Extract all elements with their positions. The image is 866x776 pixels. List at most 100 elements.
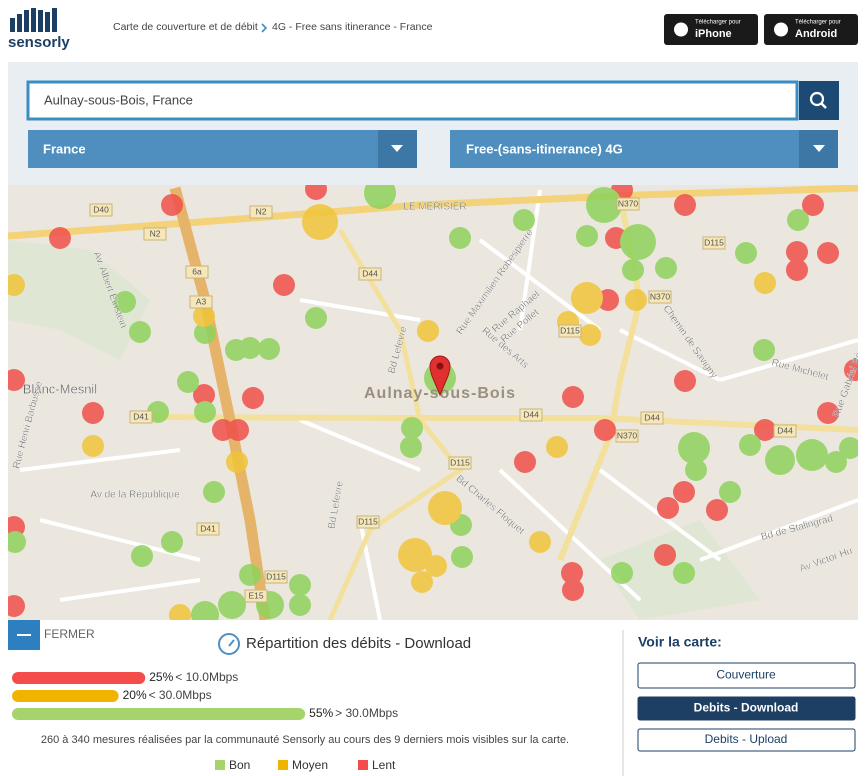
bar-value: 20% [123, 688, 147, 702]
measure-dot [546, 436, 568, 458]
road-number: D44 [777, 425, 793, 435]
search-icon [809, 91, 825, 107]
search-icon [820, 102, 827, 109]
road-number: D44 [644, 412, 660, 422]
measure-dot [735, 242, 757, 264]
road-shield [616, 197, 640, 211]
road [8, 185, 858, 240]
measure-dot [82, 402, 104, 424]
measure-dot [305, 307, 327, 329]
measure-dot [82, 435, 104, 457]
breadcrumb-sep [261, 23, 268, 33]
measure-dot [218, 591, 246, 619]
measure-dot [654, 544, 676, 566]
measure-dot [239, 337, 261, 359]
road-shield [356, 515, 380, 529]
measure-dot [719, 481, 741, 503]
measure-dot [258, 338, 280, 360]
road-shield [648, 290, 672, 304]
logo-bar [52, 8, 57, 32]
breadcrumb: 4G - Free sans itinerance - France [272, 21, 433, 33]
measure-dot [451, 546, 473, 568]
view-button-label[interactable]: Debits - Upload [705, 732, 788, 746]
view-button[interactable] [637, 696, 856, 721]
app-button[interactable] [664, 14, 758, 45]
measure-dot [193, 384, 215, 406]
road-number: N2 [150, 228, 161, 238]
measure-dot [796, 439, 828, 471]
measure-dot [131, 545, 153, 567]
measure-dot [8, 531, 26, 553]
measure-dot [579, 324, 601, 346]
map-label: LE MERISIER [403, 202, 466, 213]
view-button-label[interactable]: Debits - Download [694, 701, 799, 715]
network-select[interactable] [450, 130, 838, 168]
app-button[interactable] [764, 14, 858, 45]
measure-dot [177, 371, 199, 393]
app-icon [774, 22, 788, 37]
road-shield [773, 424, 797, 438]
measure-dot [754, 272, 776, 294]
measure-dot [289, 594, 311, 616]
app-label: iPhone [695, 28, 732, 40]
measure-dot [289, 574, 311, 596]
arrow-icon [813, 145, 825, 152]
road-number: D41 [200, 523, 216, 533]
measure-dot [161, 194, 183, 216]
measure-dot [194, 322, 216, 344]
search-input[interactable] [26, 80, 799, 121]
road-number: D41 [133, 411, 149, 421]
measure-dot [611, 562, 633, 584]
road-number: D115 [704, 237, 724, 247]
logo-bar [17, 14, 22, 32]
measure-dot [594, 419, 616, 441]
measure-dot [193, 305, 215, 327]
road-shield [702, 236, 726, 250]
measure-dot [194, 401, 216, 423]
logo-bar [10, 18, 15, 32]
country-select[interactable] [28, 130, 417, 168]
highway [169, 186, 271, 620]
search-button[interactable] [799, 81, 839, 120]
view-button-label[interactable]: Couverture [716, 668, 776, 682]
measure-dot [586, 187, 622, 223]
measure-dot [622, 259, 644, 281]
measure-dot [398, 538, 432, 572]
measure-dot [203, 481, 225, 503]
road-shield [143, 227, 167, 241]
legend-swatch [278, 760, 288, 770]
measure-dot [401, 417, 423, 439]
measure-dot [305, 185, 327, 200]
measure-dot [673, 481, 695, 503]
view-button[interactable] [637, 728, 856, 752]
road-shield [249, 205, 273, 219]
logo-bar [45, 12, 50, 32]
note: 260 à 340 mesures réalisées par la commu… [41, 734, 569, 746]
road-shield [244, 589, 268, 603]
app-label: Android [795, 28, 837, 40]
close-label[interactable]: FERMER [44, 627, 95, 641]
measure-dot [428, 491, 462, 525]
view-button[interactable] [637, 662, 856, 689]
network-text: Free-(sans-itinerance) 4G [466, 141, 623, 156]
measure-dot [754, 419, 776, 441]
measure-dot [786, 241, 808, 263]
search-text: Aulnay-sous-Bois, France [44, 92, 193, 107]
gauge-icon [218, 633, 240, 655]
measure-dot [817, 402, 839, 424]
road-number: D44 [362, 268, 378, 278]
road-number: D115 [450, 457, 470, 467]
road-number: D115 [266, 571, 286, 581]
road-shield [358, 267, 382, 281]
measure-dot [417, 320, 439, 342]
measure-dot [513, 209, 535, 231]
measure-dot [161, 531, 183, 553]
breadcrumb[interactable]: Carte de couverture et de débit [113, 21, 258, 33]
measure-dot [678, 432, 710, 464]
measure-dot [685, 459, 707, 481]
measure-dot [449, 227, 471, 249]
